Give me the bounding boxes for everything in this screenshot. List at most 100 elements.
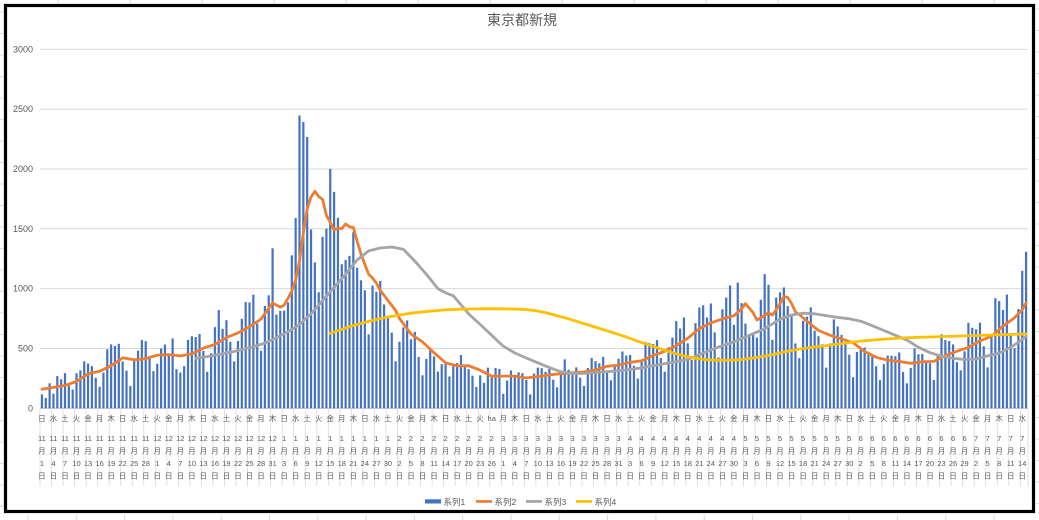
bar-series-keiretsu1[interactable]	[40, 115, 1028, 409]
bar[interactable]	[313, 262, 316, 409]
bar[interactable]	[955, 362, 958, 409]
bar[interactable]	[286, 302, 290, 409]
bar[interactable]	[1009, 334, 1012, 409]
bar[interactable]	[459, 355, 463, 409]
bar[interactable]	[525, 379, 528, 409]
bar[interactable]	[559, 372, 563, 409]
bar[interactable]	[594, 361, 597, 409]
bar[interactable]	[475, 387, 478, 409]
bar[interactable]	[913, 348, 916, 409]
bar[interactable]	[179, 372, 182, 409]
bar[interactable]	[348, 255, 351, 409]
bar[interactable]	[367, 334, 370, 409]
bar[interactable]	[52, 393, 55, 409]
bar[interactable]	[828, 343, 832, 409]
bar[interactable]	[244, 302, 247, 409]
bar[interactable]	[498, 368, 501, 409]
bar[interactable]	[532, 373, 536, 409]
bar[interactable]	[398, 341, 401, 409]
bar[interactable]	[386, 316, 390, 409]
line-series-group[interactable]	[40, 190, 1028, 391]
bar[interactable]	[778, 292, 782, 409]
bar[interactable]	[117, 343, 120, 409]
bar[interactable]	[213, 327, 217, 409]
bar[interactable]	[129, 386, 132, 409]
bar[interactable]	[394, 361, 397, 409]
bar[interactable]	[759, 299, 762, 409]
bar[interactable]	[463, 366, 466, 409]
bar[interactable]	[705, 317, 709, 409]
bar[interactable]	[975, 329, 978, 409]
bar[interactable]	[848, 354, 851, 409]
legend[interactable]: 系列1 系列2 系列3 系列4	[425, 497, 617, 507]
bar[interactable]	[755, 337, 759, 409]
bar[interactable]	[113, 345, 117, 409]
bar[interactable]	[598, 363, 601, 409]
bar[interactable]	[752, 333, 755, 409]
bar[interactable]	[571, 372, 574, 409]
bar[interactable]	[194, 337, 197, 409]
bar[interactable]	[944, 340, 947, 409]
bar[interactable]	[317, 292, 320, 409]
bar[interactable]	[579, 377, 582, 409]
bar[interactable]	[363, 290, 366, 409]
bar[interactable]	[482, 382, 486, 409]
bar[interactable]	[621, 351, 624, 409]
bar[interactable]	[371, 285, 374, 409]
bar[interactable]	[867, 351, 870, 409]
bar[interactable]	[421, 375, 424, 409]
bar[interactable]	[513, 374, 516, 409]
bar[interactable]	[767, 284, 770, 409]
bar[interactable]	[809, 307, 812, 409]
bar[interactable]	[336, 217, 340, 409]
bar[interactable]	[721, 309, 724, 409]
bar[interactable]	[198, 333, 201, 409]
bar[interactable]	[86, 363, 90, 409]
bar[interactable]	[871, 356, 874, 409]
bar[interactable]	[110, 344, 113, 409]
bar[interactable]	[948, 341, 951, 409]
bar[interactable]	[928, 363, 932, 409]
bar[interactable]	[894, 356, 897, 409]
bar[interactable]	[40, 394, 44, 409]
legend-item-系列4[interactable]: 系列4	[576, 497, 617, 507]
bar[interactable]	[567, 369, 570, 409]
legend-item-系列3[interactable]: 系列3	[526, 497, 567, 507]
bar[interactable]	[490, 375, 493, 409]
bar[interactable]	[636, 378, 639, 409]
bar[interactable]	[48, 383, 51, 409]
bar[interactable]	[279, 310, 282, 409]
bar[interactable]	[932, 380, 935, 409]
bar[interactable]	[448, 376, 451, 409]
bar[interactable]	[332, 191, 336, 409]
bar[interactable]	[552, 379, 555, 409]
bar[interactable]	[555, 387, 559, 409]
bar[interactable]	[452, 366, 455, 409]
bar[interactable]	[794, 343, 797, 409]
bar[interactable]	[1005, 294, 1008, 409]
bar[interactable]	[521, 373, 524, 409]
bar[interactable]	[133, 360, 136, 409]
bar[interactable]	[821, 344, 824, 409]
bar[interactable]	[802, 320, 805, 409]
bar[interactable]	[629, 354, 632, 409]
bar[interactable]	[605, 370, 609, 409]
bar[interactable]	[725, 297, 728, 409]
bar[interactable]	[998, 301, 1001, 409]
bar[interactable]	[863, 347, 866, 409]
bar[interactable]	[878, 380, 882, 409]
bar[interactable]	[75, 373, 78, 409]
bar[interactable]	[406, 320, 409, 409]
bar[interactable]	[467, 369, 470, 409]
bar[interactable]	[148, 358, 151, 409]
bar[interactable]	[536, 367, 539, 409]
bar[interactable]	[548, 368, 551, 409]
bar[interactable]	[602, 356, 605, 409]
bar[interactable]	[209, 353, 213, 409]
bar[interactable]	[586, 367, 589, 409]
bar[interactable]	[309, 229, 313, 409]
bar[interactable]	[936, 356, 939, 409]
bar[interactable]	[248, 302, 251, 409]
bar[interactable]	[171, 338, 174, 409]
bar[interactable]	[667, 347, 670, 409]
